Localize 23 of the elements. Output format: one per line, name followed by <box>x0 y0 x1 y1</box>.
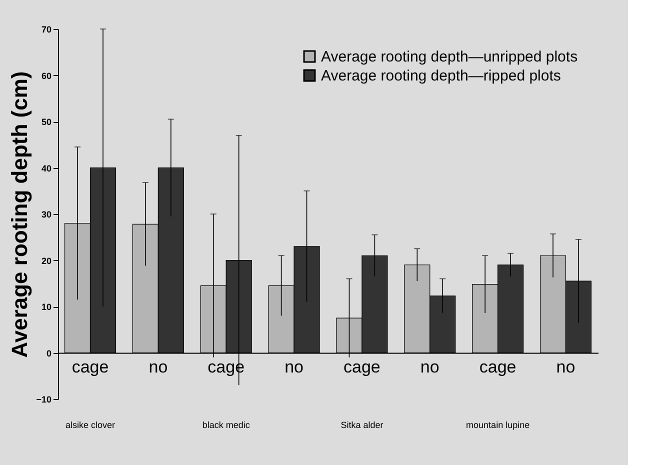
x-tick-label: no <box>148 357 168 376</box>
text: mountain lupine <box>466 420 530 430</box>
y-tick-label: 0 <box>46 348 52 358</box>
x-tick-label: no <box>556 357 576 376</box>
y-tick-label: 70 <box>41 24 52 34</box>
x-tick-label: no <box>420 357 440 376</box>
legend-label: Average rooting depth—ripped plots <box>321 68 561 84</box>
y-tick-label: −10 <box>36 394 52 404</box>
y-tick-label: 40 <box>41 163 52 174</box>
legend-label: Average rooting depth—unripped plots <box>321 48 578 66</box>
y-axis-title: Average rooting depth (cm) <box>7 71 32 358</box>
y-tick-label: 10 <box>41 302 52 312</box>
y-tick-label: 20 <box>41 256 52 266</box>
x-tick-label: cage <box>479 357 516 376</box>
x-tick-label: no <box>284 357 304 376</box>
y-tick-label: 50 <box>41 117 52 127</box>
x-tick-label: cage <box>72 357 109 376</box>
text: Sitka alder <box>340 420 384 430</box>
x-tick-label: cage <box>344 357 380 376</box>
y-tick-label: 30 <box>41 210 52 220</box>
text: black medic <box>202 420 250 430</box>
text: alsike clover <box>66 420 116 430</box>
y-tick-label: 60 <box>41 70 52 81</box>
